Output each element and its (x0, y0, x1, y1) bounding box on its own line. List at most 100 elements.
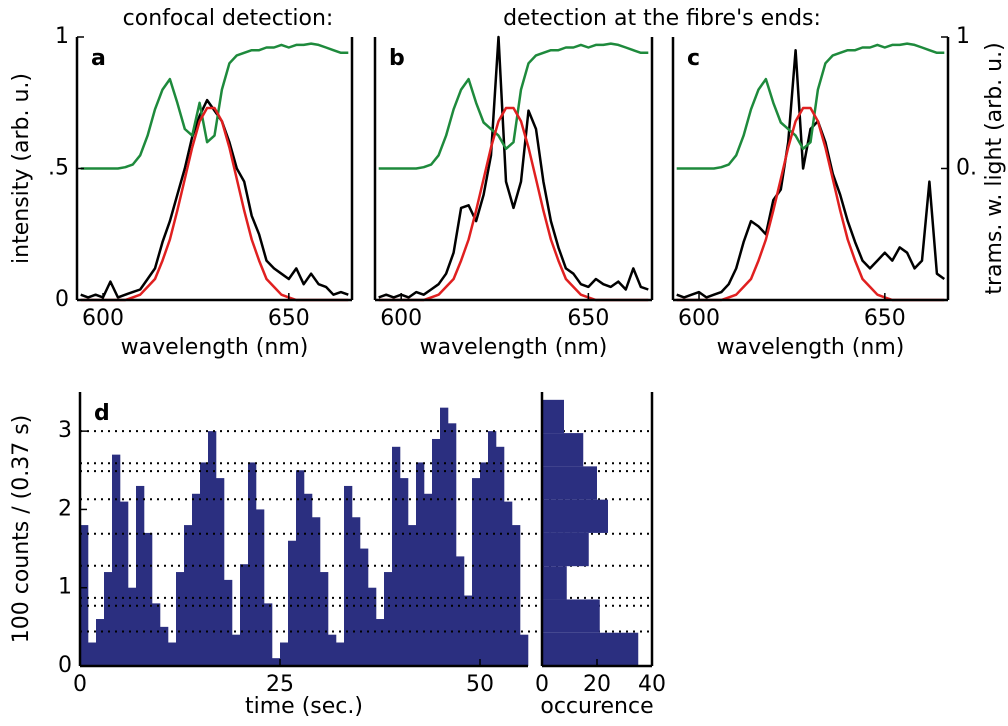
x-axis-label: wavelength (nm) (121, 335, 309, 360)
bar (360, 548, 369, 666)
bar (472, 478, 481, 666)
bar (400, 478, 409, 666)
histogram-bar (542, 599, 600, 633)
bar (352, 517, 361, 666)
x-axis-label: wavelength (nm) (420, 335, 608, 360)
bar (184, 525, 193, 666)
bar (336, 642, 345, 666)
histogram-bar (542, 566, 567, 600)
y2-tick-label: 1 (956, 24, 970, 49)
bar (512, 525, 521, 666)
bar (384, 572, 393, 666)
bar (496, 446, 505, 666)
bar (192, 493, 201, 666)
x-tick-label: 650 (864, 306, 906, 331)
bar (240, 564, 249, 666)
bar (488, 431, 497, 666)
x-tick-label: 0 (73, 672, 87, 697)
y-tick-label: 0 (58, 653, 72, 678)
bar (424, 493, 433, 666)
spectrum-line (80, 98, 349, 299)
panel-annotation: confocal detection: (123, 6, 334, 31)
histogram-bar (542, 532, 589, 567)
x-tick-label: 0 (535, 672, 549, 697)
panel-letter: d (94, 401, 110, 426)
bar (144, 532, 153, 666)
bar (216, 478, 225, 666)
panel-letter: c (687, 46, 700, 71)
bar (80, 525, 89, 666)
panel-annotation: detection at the fibre's ends: (503, 6, 821, 31)
bar (152, 603, 161, 666)
x-axis-label: wavelength (nm) (717, 335, 905, 360)
x-axis-label: occurence (540, 694, 653, 719)
y2-axis-label: trams. w. light (arb. u.) (982, 42, 1007, 294)
bar (288, 540, 297, 666)
histogram-bar (542, 466, 597, 500)
x-tick-label: 600 (678, 306, 720, 331)
y-axis-label: intensity (arb. u.) (9, 73, 34, 264)
spectrum-line (80, 42, 349, 170)
bar (368, 587, 377, 666)
spectrum-line (378, 42, 649, 170)
histogram-bar (542, 433, 584, 467)
bar (280, 642, 289, 666)
bar (224, 579, 233, 666)
x-tick-label: 20 (583, 672, 611, 697)
bar (272, 658, 281, 666)
spectrum-line (378, 35, 649, 299)
bar (88, 642, 97, 666)
y-tick-label: 1 (58, 575, 72, 600)
bar (104, 572, 113, 666)
bar (264, 603, 273, 666)
y2-tick-label: 0. (956, 156, 977, 181)
bar (120, 501, 129, 666)
x-tick-label: 650 (268, 306, 310, 331)
bar (208, 431, 217, 666)
x-axis-label: time (sec.) (245, 694, 363, 719)
bar (160, 626, 169, 666)
bar (456, 556, 465, 666)
bar (168, 642, 177, 666)
bar (96, 619, 105, 666)
bar (344, 485, 353, 666)
bar (480, 462, 489, 666)
bar (312, 517, 321, 666)
bar (232, 634, 241, 666)
y-tick-label: 0 (55, 287, 69, 312)
x-tick-label: 40 (638, 672, 666, 697)
bar (440, 407, 449, 666)
bar (256, 509, 265, 666)
y-axis-label: 100 counts / (0.37 s) (9, 415, 34, 644)
spectrum-line (676, 42, 945, 170)
bar (408, 525, 417, 666)
panel-letter: b (389, 46, 405, 71)
histogram-bar (542, 399, 564, 434)
bar (328, 634, 337, 666)
bar (200, 462, 209, 666)
histogram-bar (542, 499, 608, 533)
bar (176, 572, 185, 666)
y-tick-label: 2 (58, 496, 72, 521)
bar (296, 470, 305, 666)
panel-letter: a (91, 46, 106, 71)
x-tick-label: 600 (380, 306, 422, 331)
spectrum-line (676, 48, 946, 299)
histogram-bar (542, 632, 639, 666)
y-tick-label: .5 (48, 156, 69, 181)
bar (464, 595, 473, 666)
bar (392, 446, 401, 666)
bar (520, 634, 529, 666)
y-tick-label: 3 (58, 418, 72, 443)
y-tick-label: 1 (55, 24, 69, 49)
x-tick-label: 50 (466, 672, 494, 697)
bar (416, 462, 425, 666)
bar (376, 619, 385, 666)
bar (320, 572, 329, 666)
x-tick-label: 650 (567, 306, 609, 331)
bar (448, 423, 457, 666)
bar (136, 485, 145, 666)
bar (504, 501, 513, 666)
x-tick-label: 25 (266, 672, 294, 697)
